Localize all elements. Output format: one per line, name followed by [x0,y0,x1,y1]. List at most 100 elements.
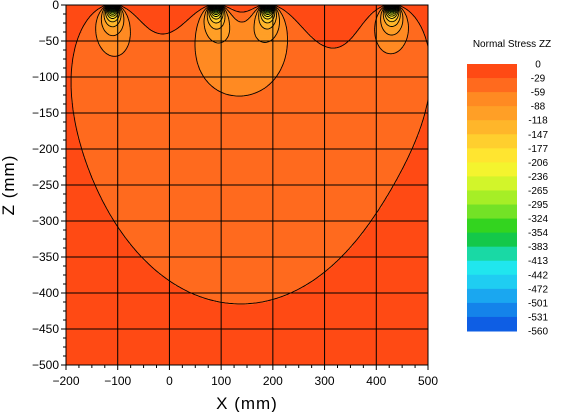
contour-band-cell [360,24,376,27]
contour-band-cell [95,20,103,23]
contour-band-cell [118,22,124,25]
contour-band-cell [395,18,401,21]
contour-band-cell [91,14,99,17]
contour-band-cell [201,8,207,11]
contour-band-cell [211,16,221,19]
contour-band-cell [381,26,403,30]
legend-swatches [467,64,517,332]
contour-band-cell [102,49,126,52]
contour-band-cell [102,199,384,202]
contour-band-cell [131,26,149,30]
contour-band-cell [75,49,103,52]
contour-band-cell [195,53,287,56]
contour-band-cell [269,12,273,15]
contour-band-cell [100,195,389,198]
contour-band-cell [230,12,254,15]
contour-band-cell [275,14,279,17]
contour-band-cell [71,100,428,104]
contour-band-cell [257,36,275,40]
contour-band-cell [393,12,397,15]
contour-band-cell [122,18,130,21]
contour-band-cell [129,20,142,23]
contour-band-cell [284,18,295,21]
contour-band-cell [360,26,376,30]
contour-band-cell [73,61,198,65]
contour-band-cell [404,10,409,13]
contour-band-cell [197,63,283,67]
legend-labels: 0 -29 -59 -88 -118 -147 -177 -206 -236 -265 -295 -3… [528,60,548,338]
contour-band-cell [255,30,279,34]
contour-band-cell [81,143,415,147]
contour-band-cell [199,20,204,23]
contour-band-cell [271,38,289,42]
contour-band-cell [402,22,409,25]
legend-label: -59 [531,88,546,99]
contour-band-cell [400,16,403,19]
contour-band-cell [247,10,256,13]
contour-band-cell [255,32,277,36]
contour-band-cell [205,28,231,32]
contour-band-cell [178,285,304,289]
contour-band-cell [189,18,200,21]
contour-band-cell [120,8,124,11]
contour-band-cell [197,57,285,60]
y-tick-label: 0 [52,0,59,12]
contour-band-cell [89,16,99,19]
contour-band-cell [207,16,211,19]
contour-band-cell [98,41,130,44]
contour-band-cell [286,28,306,32]
contour-band-cell [114,20,120,23]
contour-band-cell [131,244,353,248]
contour-band-cell [220,90,260,93]
contour-band-cell [127,238,358,241]
contour-band-cell [352,34,376,38]
contour-band-cell [387,32,397,36]
contour-band-cell [273,36,289,40]
contour-band-cell [203,10,207,13]
contour-band-cell [172,30,196,34]
contour-band-cell [79,141,415,145]
contour-band-cell [220,20,225,23]
contour-band-cell [259,90,428,93]
contour-band-cell [197,26,207,30]
contour-band-cell [71,94,233,97]
contour-band-cell [122,22,130,25]
contour-band-cell [114,12,118,15]
contour-band-cell [209,84,269,87]
contour-band-cell [122,10,126,13]
contour-band-cell [255,10,258,13]
contour-band-cell [385,22,399,25]
contour-band-cell [77,38,99,42]
contour-band-cell [122,12,126,15]
contour-band-cell [73,104,428,108]
contour-band-cell [385,12,389,15]
contour-band-cell [228,34,256,38]
legend: Normal Stress ZZ 0 -29 -59 -88 -118 -147 -177 -… [467,39,551,338]
contour-band-cell [286,24,302,27]
contour-band-cell [197,22,204,25]
contour-band-cell [95,18,103,21]
contour-band-cell [269,14,273,17]
contour-band-cell [230,30,256,34]
contour-band-cell [102,18,105,21]
contour-band-cell [286,49,382,52]
contour-band-cell [197,61,285,65]
contour-band-cell [280,22,287,25]
legend-label: -177 [528,144,548,155]
contour-band-cell [286,32,310,36]
contour-band-cell [224,92,254,95]
contour-band-cell [400,6,403,9]
contour-band-cell [251,8,258,11]
contour-band-cell [141,254,343,258]
contour-band-cell [71,88,217,91]
contour-band-cell [284,57,428,60]
contour-band-cell [193,14,202,17]
contour-band-cell [203,18,209,21]
contour-band-cell [244,20,256,23]
legend-swatch [467,148,517,163]
contour-band-cell [133,246,351,250]
contour-band-cell [116,24,124,27]
contour-band-cell [122,26,132,30]
contour-band-cell [91,176,399,180]
contour-band-cell [364,20,376,23]
